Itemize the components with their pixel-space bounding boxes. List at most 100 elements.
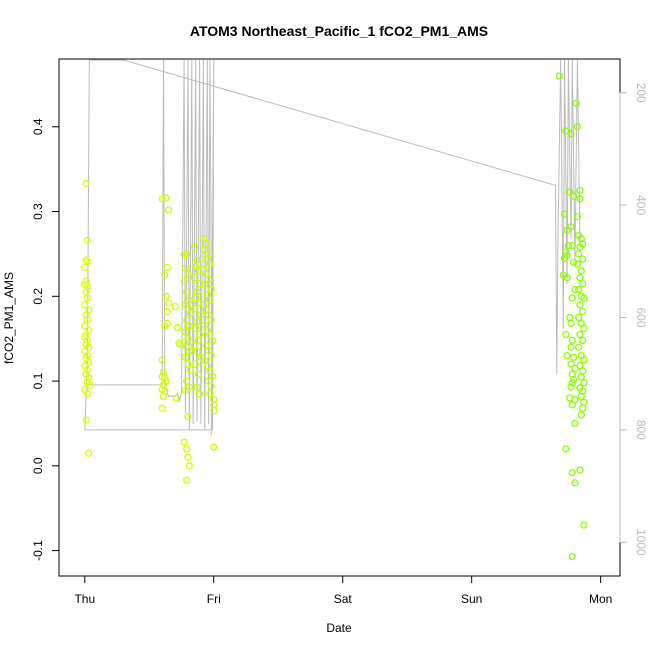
data-point	[161, 271, 169, 279]
data-point	[81, 322, 89, 330]
data-point	[163, 307, 171, 316]
data-point	[195, 279, 204, 288]
data-point	[183, 476, 191, 484]
data-point	[571, 285, 579, 294]
data-point	[580, 294, 588, 302]
data-point	[206, 296, 214, 304]
data-point	[580, 379, 588, 387]
y2-tick-label: 1000	[634, 529, 648, 556]
y-tick-label: 0.0	[31, 457, 45, 474]
data-point	[564, 241, 573, 250]
data-point	[197, 311, 205, 319]
data-point	[577, 373, 585, 381]
data-point	[569, 353, 578, 361]
data-point	[210, 396, 218, 404]
data-point	[576, 466, 584, 474]
x-tick-label: Fri	[207, 592, 221, 606]
data-point	[204, 275, 213, 284]
data-point	[193, 347, 201, 356]
data-point	[569, 192, 578, 200]
data-point	[573, 212, 582, 221]
data-point	[81, 301, 89, 309]
data-point	[568, 241, 576, 250]
data-point	[568, 379, 576, 387]
data-point	[194, 370, 202, 378]
data-point	[82, 311, 90, 319]
data-point	[575, 250, 583, 258]
data-point	[81, 263, 89, 272]
data-point	[194, 336, 202, 345]
data-point	[184, 413, 192, 421]
data-point	[184, 270, 192, 278]
data-point	[580, 398, 588, 406]
data-point	[162, 292, 170, 300]
data-point	[159, 380, 168, 389]
data-point	[563, 274, 571, 282]
x-axis-label: Date	[326, 621, 352, 635]
data-point	[163, 263, 171, 272]
y2-tick-label: 600	[634, 307, 648, 327]
x-tick-label: Sat	[334, 592, 353, 606]
y-tick-label: 0.4	[31, 118, 45, 135]
data-point	[577, 411, 585, 419]
data-point	[568, 336, 576, 345]
data-point	[83, 336, 92, 345]
data-point	[562, 445, 570, 453]
data-point	[181, 386, 190, 395]
data-point	[580, 356, 588, 364]
data-point	[578, 307, 587, 316]
x-tick-label: Sun	[461, 592, 482, 606]
data-point	[201, 246, 209, 254]
chart-title: ATOM3 Northeast_Pacific_1 fCO2_PM1_AMS	[190, 23, 488, 39]
data-point	[567, 223, 575, 231]
data-point	[183, 251, 191, 259]
data-point	[184, 360, 192, 368]
data-point	[190, 243, 199, 251]
data-point	[207, 316, 215, 324]
altitude-line-2	[84, 59, 215, 436]
data-point	[183, 316, 191, 324]
data-point	[572, 99, 580, 107]
data-point	[567, 383, 575, 391]
x-tick-label: Mon	[589, 592, 612, 606]
data-point	[193, 256, 201, 264]
y2-tick-label: 800	[634, 420, 648, 440]
plot-frame	[58, 58, 621, 577]
altitude-lines	[84, 59, 581, 436]
data-point	[571, 419, 579, 428]
data-point	[569, 375, 578, 384]
data-point	[190, 341, 199, 350]
data-point	[210, 443, 218, 451]
data-point	[567, 319, 575, 328]
data-point	[567, 343, 575, 351]
data-point	[577, 267, 585, 275]
data-point	[206, 390, 214, 398]
data-point	[83, 294, 92, 302]
data-point	[83, 257, 92, 266]
data-point	[83, 316, 92, 324]
data-point	[192, 324, 200, 333]
data-point	[577, 392, 585, 400]
data-point	[207, 351, 215, 360]
data-point	[164, 206, 173, 214]
y-axis-label: fCO2_PM1_AMS	[2, 272, 16, 364]
secondary-y-axis: 200 400 600 800 1000	[619, 83, 648, 556]
data-point	[575, 285, 583, 294]
data-point	[568, 468, 576, 477]
data-point	[568, 294, 576, 302]
data-point	[159, 392, 168, 400]
data-point	[576, 243, 584, 251]
data-point	[175, 339, 183, 347]
y2-tick-label: 200	[634, 83, 648, 103]
data-point	[562, 330, 570, 339]
data-point	[82, 416, 90, 424]
altitude-line-1	[84, 59, 581, 430]
data-point	[566, 188, 574, 196]
data-point	[173, 324, 182, 332]
data-point	[193, 383, 201, 391]
data-point	[183, 377, 191, 385]
data-point	[185, 322, 193, 330]
data-point	[578, 367, 587, 375]
data-points	[81, 72, 588, 561]
data-point	[190, 305, 199, 313]
